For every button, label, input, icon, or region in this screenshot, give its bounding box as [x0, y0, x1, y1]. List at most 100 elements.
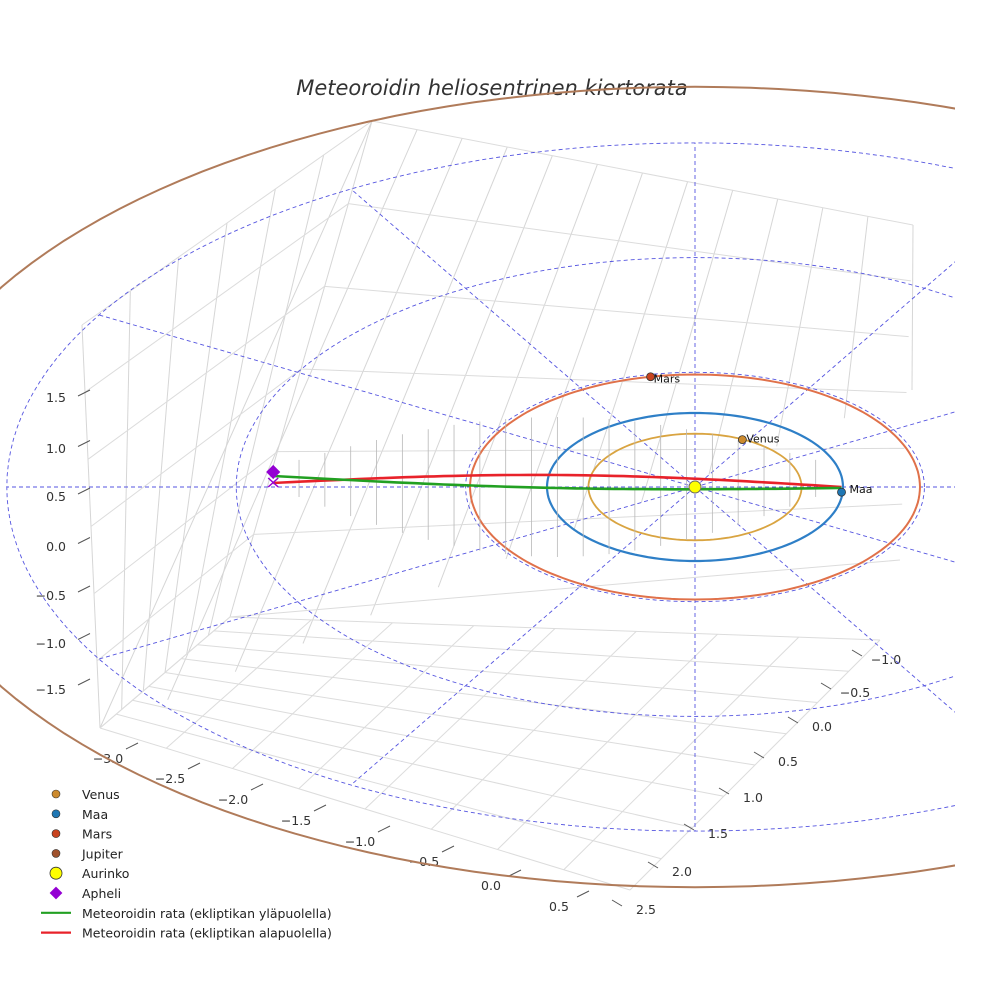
reference-ring: [465, 371, 925, 603]
x-tick-label: −1.0: [345, 834, 375, 849]
venus-label: Venus: [746, 433, 779, 446]
venus-orbit: [587, 432, 803, 542]
x-tick-label: 0.5: [549, 899, 569, 914]
x-tick-label: 0.0: [481, 878, 501, 893]
y-tick-label: 0.5: [778, 754, 798, 769]
grid-line: [87, 285, 325, 460]
grid-line: [213, 630, 849, 672]
legend-marker: [51, 829, 61, 838]
legend-label: Apheli: [82, 886, 121, 901]
legend-label: Jupiter: [81, 846, 124, 861]
axis-grid: [81, 120, 914, 891]
grid-line: [640, 190, 734, 503]
y-tick-label: 1.0: [743, 790, 763, 805]
mars-orbit: [468, 373, 922, 601]
axis-ticks: 1.51.00.50.0−0.5−1.0−1.5−3.0−2.5−2.0−1.5…: [36, 389, 901, 917]
grid-line: [229, 559, 901, 618]
z-tick-label: 0.0: [46, 539, 66, 554]
y-tick-mark: [611, 899, 623, 907]
legend-marker: [51, 809, 61, 819]
grid-line: [253, 503, 903, 535]
z-tick-mark: [77, 389, 91, 397]
z-tick-label: 1.5: [46, 390, 66, 405]
reference-radial: [350, 188, 696, 488]
grid-line: [96, 533, 254, 662]
x-tick-mark: [441, 845, 455, 853]
reference-radial: [98, 314, 696, 488]
aphelion-cross: [267, 477, 279, 488]
grid-line: [99, 120, 373, 729]
mars-label: Mars: [654, 373, 681, 386]
reference-radial: [694, 261, 955, 488]
legend-label: Maa: [82, 807, 108, 822]
y-tick-mark: [787, 716, 799, 724]
grid-line: [437, 164, 598, 588]
grid-line: [563, 636, 800, 871]
grid-line: [90, 368, 302, 527]
x-tick-mark: [187, 762, 201, 770]
grid-line: [81, 120, 373, 326]
y-tick-mark: [820, 682, 832, 690]
sun-marker: [688, 480, 702, 494]
grid-line: [629, 639, 881, 891]
y-tick-label: 2.0: [672, 864, 692, 879]
meteoroid-orbit-below: [273, 473, 842, 489]
x-tick-label: −2.0: [218, 792, 248, 807]
grid-line: [167, 129, 418, 701]
grid-line: [197, 644, 818, 703]
z-tick-label: 0.5: [46, 489, 66, 504]
legend-marker: [49, 886, 63, 900]
y-tick-label: 0.0: [812, 719, 832, 734]
grid-line: [843, 216, 869, 419]
x-tick-mark: [576, 890, 590, 898]
grid-line: [497, 633, 718, 850]
z-tick-mark: [77, 440, 91, 447]
z-tick-mark: [77, 678, 91, 686]
grid-line: [229, 616, 881, 641]
grid-line: [164, 672, 756, 766]
legend-marker: [49, 866, 63, 880]
grid-line: [93, 451, 278, 595]
grid-line: [371, 120, 914, 226]
z-tick-mark: [77, 487, 91, 495]
orbit-scene: Venus Maa Mars Jupiter: [0, 85, 955, 889]
x-tick-mark: [250, 783, 264, 791]
grid-line: [505, 172, 643, 560]
y-tick-mark: [683, 823, 695, 831]
z-tick-mark: [77, 537, 91, 544]
z-tick-label: −1.5: [36, 682, 66, 697]
reference-ring: [6, 142, 955, 832]
y-tick-mark: [718, 787, 730, 795]
legend-label: Meteoroidin rata (ekliptikan yläpuolella…: [82, 906, 332, 921]
x-tick-mark: [125, 742, 139, 750]
z-tick-label: −1.0: [36, 636, 66, 651]
x-tick-label: −1.5: [281, 813, 311, 828]
x-tick-label: −2.5: [155, 771, 185, 786]
legend-label: Aurinko: [82, 866, 129, 881]
y-tick-mark: [647, 861, 659, 869]
earth-marker: [837, 487, 846, 497]
legend: Venus Maa Mars Jupiter Aurinko Apheli Meteoroi…: [41, 787, 332, 941]
legend-marker: [51, 789, 61, 799]
y-tick-label: 2.5: [636, 902, 656, 917]
z-tick-label: −0.5: [36, 588, 66, 603]
y-tick-label: 1.5: [708, 826, 728, 841]
reference-radial: [98, 486, 696, 660]
grid-line: [324, 285, 909, 338]
grid-line: [370, 155, 553, 616]
aphelion-marker: [266, 464, 281, 480]
grid-line: [234, 138, 463, 672]
grid-line: [84, 203, 349, 393]
y-tick-mark: [753, 751, 765, 759]
legend-marker: [51, 849, 61, 858]
venus-marker: [737, 435, 747, 445]
reference-radial: [694, 486, 955, 713]
y-tick-label: −0.5: [840, 685, 870, 700]
x-tick-mark: [508, 869, 522, 877]
z-tick-label: 1.0: [46, 441, 66, 456]
legend-label: Venus: [82, 787, 120, 802]
legend-label: Mars: [82, 827, 112, 842]
earth-label: Maa: [850, 483, 873, 496]
grid-line: [181, 658, 787, 735]
